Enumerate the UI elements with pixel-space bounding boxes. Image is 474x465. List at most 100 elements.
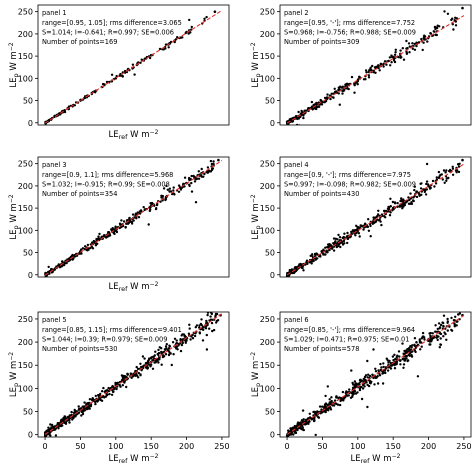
data-point bbox=[212, 162, 215, 166]
data-point bbox=[148, 357, 151, 360]
data-point bbox=[138, 210, 142, 213]
data-point bbox=[157, 361, 160, 364]
data-point bbox=[397, 350, 401, 353]
data-point bbox=[415, 195, 419, 199]
data-point bbox=[191, 337, 195, 340]
panel-label: panel 2 bbox=[284, 9, 309, 17]
data-point bbox=[124, 226, 127, 229]
data-point bbox=[356, 391, 359, 394]
data-point bbox=[359, 378, 362, 381]
data-point bbox=[197, 177, 201, 180]
data-point bbox=[425, 188, 428, 191]
data-point bbox=[448, 169, 451, 173]
data-point bbox=[168, 345, 172, 348]
data-point bbox=[98, 232, 101, 236]
y-tick-label: 200 bbox=[260, 338, 275, 347]
data-point bbox=[81, 247, 85, 250]
data-point bbox=[409, 192, 412, 195]
data-point bbox=[360, 224, 363, 227]
data-point bbox=[450, 329, 454, 332]
y-tick-label: 250 bbox=[260, 315, 275, 324]
data-point bbox=[105, 235, 109, 239]
y-tick-label: 50 bbox=[23, 408, 33, 417]
data-point bbox=[121, 384, 125, 387]
data-point bbox=[446, 12, 450, 15]
data-point bbox=[429, 335, 432, 339]
data-point bbox=[429, 186, 432, 190]
data-point bbox=[134, 212, 138, 215]
data-point bbox=[408, 198, 411, 202]
data-point bbox=[442, 324, 445, 328]
data-point bbox=[309, 254, 312, 257]
data-point bbox=[358, 387, 362, 390]
plot-area bbox=[43, 312, 223, 437]
data-point bbox=[452, 28, 455, 31]
axes-frame bbox=[37, 4, 230, 126]
data-point bbox=[404, 357, 407, 360]
data-point bbox=[452, 319, 456, 322]
y-tick-label: 100 bbox=[260, 384, 275, 393]
data-point bbox=[358, 76, 361, 79]
data-point bbox=[341, 92, 344, 95]
data-point bbox=[374, 220, 377, 224]
data-point bbox=[393, 60, 397, 64]
data-point bbox=[177, 184, 181, 187]
data-point bbox=[159, 200, 162, 203]
data-point bbox=[206, 312, 210, 314]
data-point bbox=[311, 255, 314, 258]
y-tick-label: 100 bbox=[18, 384, 33, 393]
data-point bbox=[382, 62, 385, 65]
data-point bbox=[210, 321, 214, 325]
data-point bbox=[197, 170, 200, 173]
data-point bbox=[110, 393, 114, 396]
data-point bbox=[411, 42, 414, 45]
data-point bbox=[47, 265, 50, 269]
data-point bbox=[49, 434, 52, 437]
data-point bbox=[310, 262, 313, 265]
data-point bbox=[193, 180, 197, 183]
fit-line bbox=[286, 314, 465, 435]
data-point bbox=[162, 187, 166, 190]
plot-area bbox=[44, 9, 223, 125]
panel-3: 0 50 100 150 200 250 LEp W m−2 LEref W m−2 panel… bbox=[8, 156, 230, 293]
data-point bbox=[86, 406, 90, 409]
data-point bbox=[171, 341, 175, 344]
data-point bbox=[391, 55, 395, 58]
data-point bbox=[373, 66, 377, 69]
data-point bbox=[143, 357, 146, 360]
data-point bbox=[180, 334, 183, 337]
data-point bbox=[432, 30, 435, 33]
data-point bbox=[156, 359, 159, 362]
data-point bbox=[357, 382, 361, 385]
data-point bbox=[369, 235, 372, 238]
data-point bbox=[190, 181, 193, 185]
data-point bbox=[438, 175, 441, 178]
data-point bbox=[402, 352, 405, 355]
data-point bbox=[150, 363, 153, 366]
data-point bbox=[54, 434, 58, 437]
data-point bbox=[126, 373, 129, 376]
data-point bbox=[450, 18, 453, 22]
data-point bbox=[177, 190, 181, 193]
data-point bbox=[188, 323, 191, 326]
data-point bbox=[352, 383, 355, 386]
data-point bbox=[379, 63, 382, 66]
data-point bbox=[317, 416, 321, 419]
data-point bbox=[437, 322, 441, 325]
data-point bbox=[371, 64, 374, 68]
data-point bbox=[393, 363, 396, 367]
data-point bbox=[175, 339, 178, 342]
data-point bbox=[381, 372, 384, 375]
data-point bbox=[322, 248, 325, 251]
data-point bbox=[77, 405, 80, 408]
data-point bbox=[317, 105, 321, 109]
y-tick-label: 50 bbox=[23, 249, 33, 258]
data-point bbox=[330, 92, 333, 96]
data-point bbox=[189, 31, 192, 34]
data-point bbox=[73, 104, 77, 107]
data-point bbox=[332, 96, 335, 99]
data-point bbox=[356, 79, 360, 82]
data-point bbox=[348, 388, 351, 391]
data-point bbox=[100, 390, 104, 393]
data-point bbox=[435, 26, 439, 30]
